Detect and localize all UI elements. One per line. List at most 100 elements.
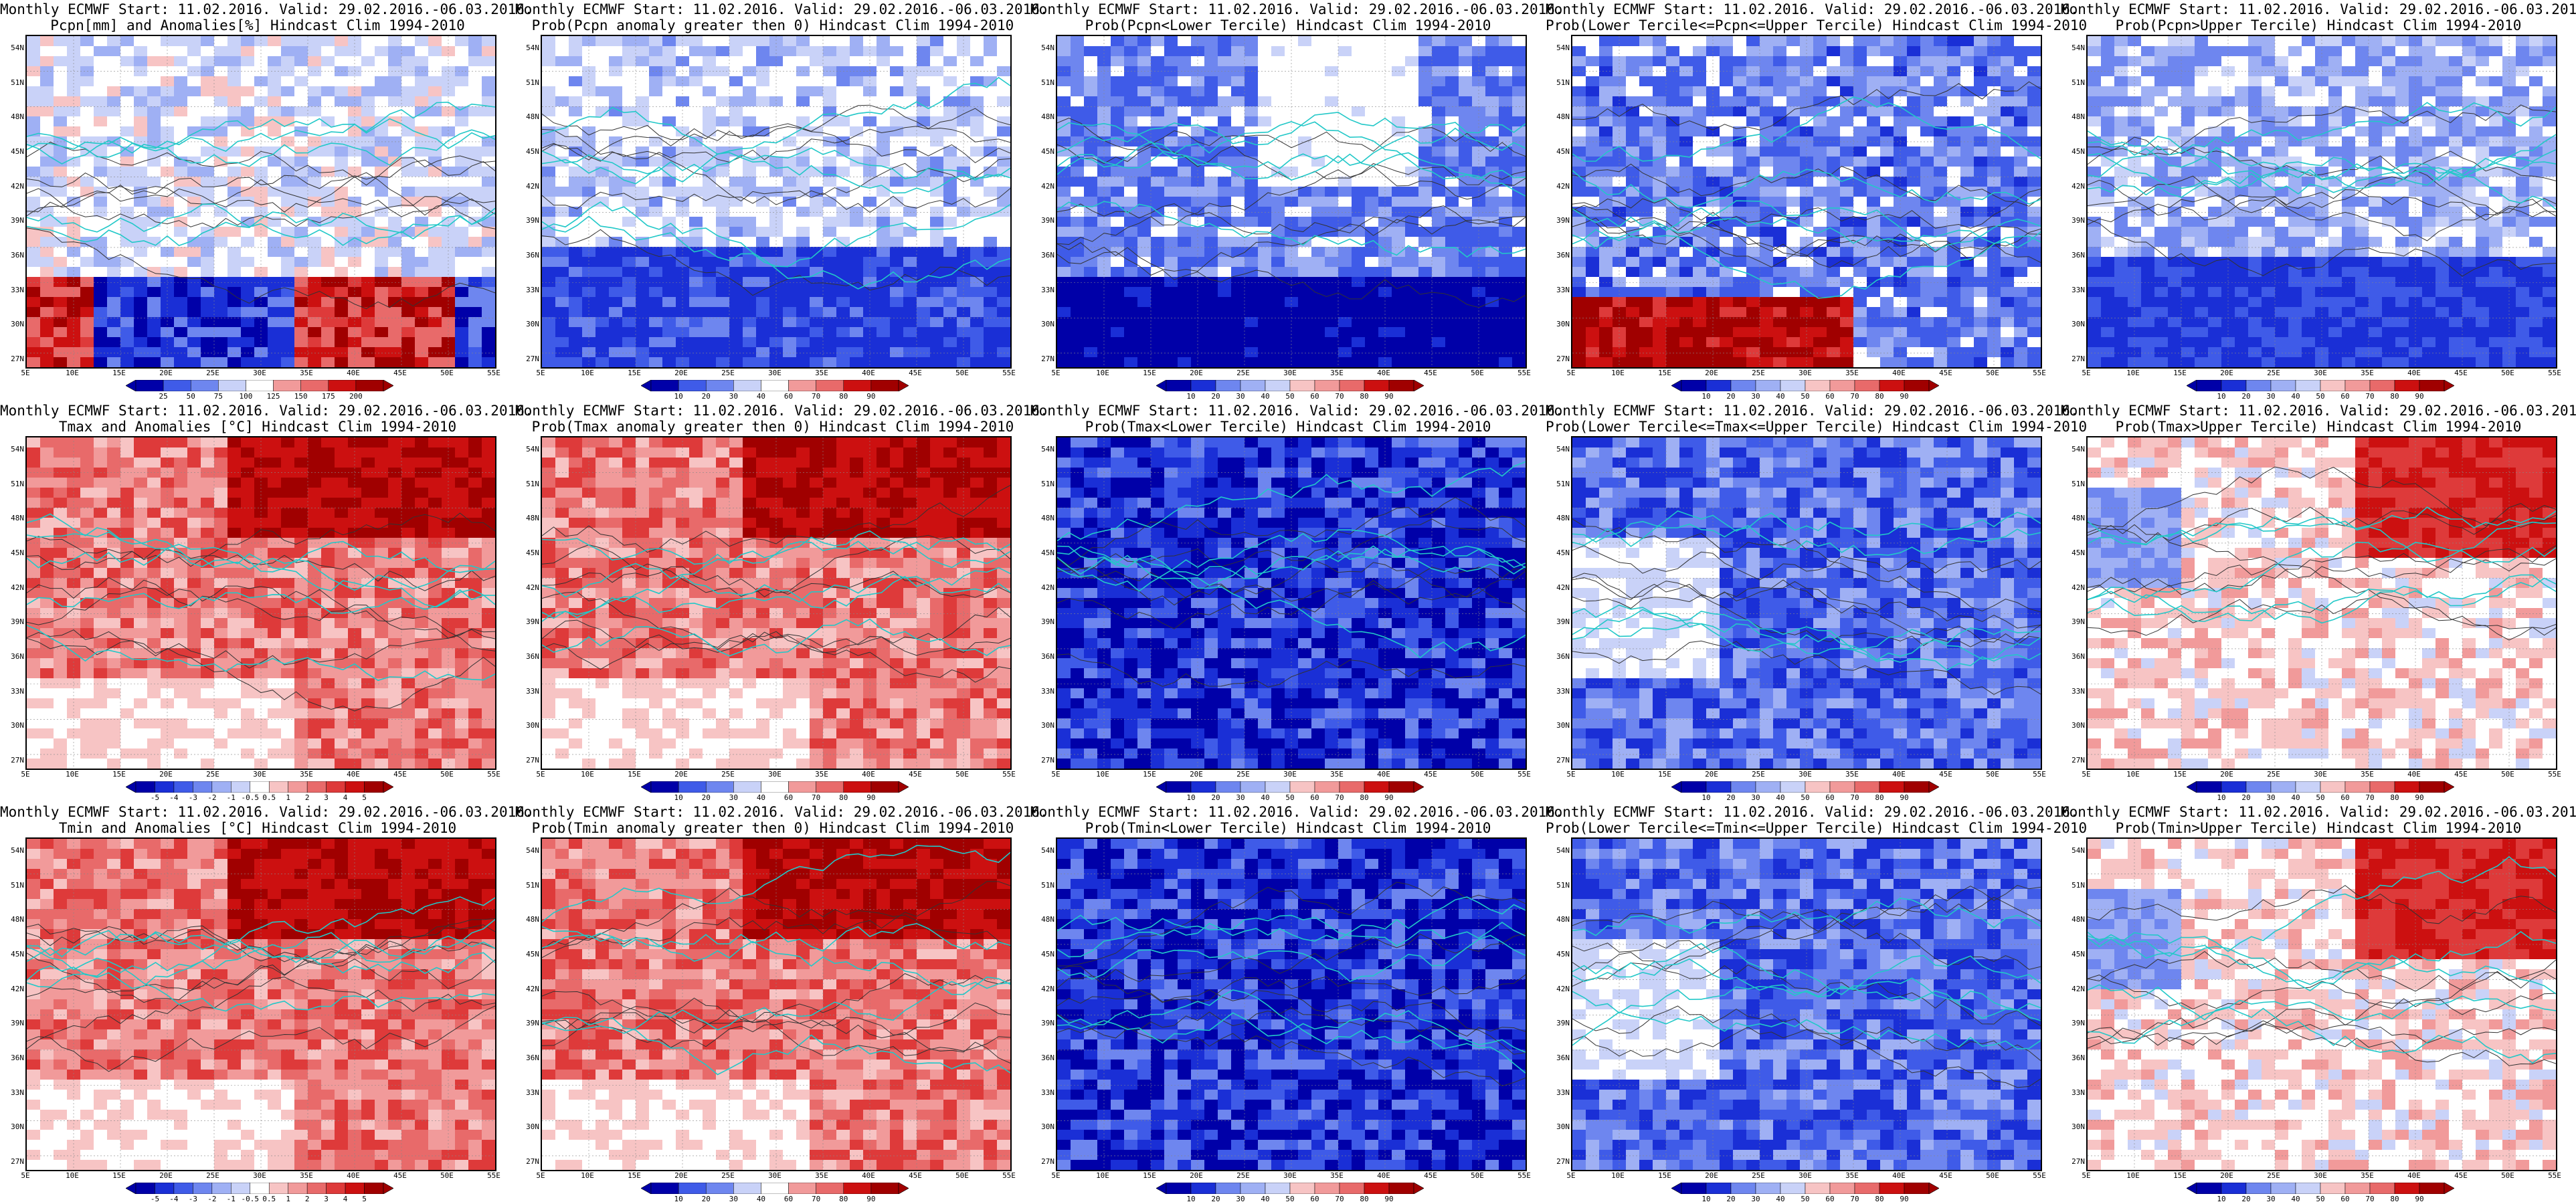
forecast-panel: Monthly ECMWF Start: 11.02.2016. Valid: … bbox=[2061, 803, 2576, 1204]
longitude-label: 5E bbox=[536, 1171, 545, 1180]
colorbar-tick-label: 50 bbox=[1801, 1195, 1810, 1203]
longitude-label: 40E bbox=[1377, 1171, 1390, 1180]
longitude-label: 30E bbox=[1283, 1171, 1297, 1180]
panel-title-line1: Monthly ECMWF Start: 11.02.2016. Valid: … bbox=[2061, 1, 2576, 17]
longitude-label: 45E bbox=[1424, 369, 1437, 377]
latitude-label: 30N bbox=[2072, 320, 2085, 329]
panel-title-line1: Monthly ECMWF Start: 11.02.2016. Valid: … bbox=[515, 804, 1048, 820]
latitude-label: 33N bbox=[526, 686, 539, 696]
colorbar-tick-label: 40 bbox=[2291, 392, 2300, 401]
latitude-label: 33N bbox=[11, 686, 24, 696]
latitude-label: 27N bbox=[526, 756, 539, 765]
latitude-label: 54N bbox=[1556, 445, 1570, 454]
forecast-panel: Monthly ECMWF Start: 11.02.2016. Valid: … bbox=[515, 803, 1048, 1204]
longitude-label: 25E bbox=[206, 770, 219, 779]
colorbar-tick-label: -5 bbox=[150, 1195, 160, 1203]
latitude-label: 45N bbox=[526, 548, 539, 557]
panel-title-line1: Monthly ECMWF Start: 11.02.2016. Valid: … bbox=[2061, 804, 2576, 820]
forecast-map bbox=[541, 35, 1012, 369]
colorbar-tick-label: 10 bbox=[674, 793, 683, 802]
colorbar-tick-label: 30 bbox=[729, 793, 738, 802]
latitude-label: 54N bbox=[526, 445, 539, 454]
latitude-label: 45N bbox=[1556, 147, 1570, 156]
latitude-label: 30N bbox=[1041, 1122, 1054, 1132]
latitude-label: 54N bbox=[1041, 846, 1054, 855]
panel-title: Monthly ECMWF Start: 11.02.2016. Valid: … bbox=[2061, 804, 2576, 836]
colorbar-tick-label: -2 bbox=[207, 793, 217, 802]
colorbar-tick-label: 90 bbox=[866, 1195, 876, 1203]
latitude-label: 45N bbox=[1041, 950, 1054, 959]
latitude-label: 45N bbox=[2072, 548, 2085, 557]
colorbar-tick-label: 80 bbox=[839, 793, 848, 802]
longitude-label: 5E bbox=[1566, 369, 1576, 377]
colorbar bbox=[1671, 1183, 1939, 1194]
latitude-label: 27N bbox=[11, 756, 24, 765]
colorbar-tick-label: 75 bbox=[213, 392, 223, 401]
latitude-label: 33N bbox=[1556, 686, 1570, 696]
colorbar-tick-label: 60 bbox=[2340, 392, 2350, 401]
colorbar-tick-label: 5 bbox=[362, 1195, 367, 1203]
colorbar-tick-label: 70 bbox=[1850, 392, 1859, 401]
longitude-label: 45E bbox=[1939, 369, 1952, 377]
longitude-label: 15E bbox=[1658, 369, 1671, 377]
colorbar-tick-label: 50 bbox=[2316, 793, 2325, 802]
longitude-label: 50E bbox=[440, 770, 454, 779]
longitude-label: 25E bbox=[721, 369, 735, 377]
latitude-label: 45N bbox=[1041, 548, 1054, 557]
latitude-label: 48N bbox=[1041, 514, 1054, 523]
longitude-label: 10E bbox=[2126, 1171, 2140, 1180]
latitude-label: 51N bbox=[11, 880, 24, 890]
longitude-label: 45E bbox=[1424, 1171, 1437, 1180]
colorbar-tick-label: 25 bbox=[159, 392, 168, 401]
longitude-label: 50E bbox=[955, 369, 969, 377]
latitude-label: 42N bbox=[526, 984, 539, 993]
longitude-label: 20E bbox=[159, 770, 173, 779]
colorbar-tick-label: -3 bbox=[188, 793, 197, 802]
longitude-label: 20E bbox=[674, 1171, 688, 1180]
colorbar-tick-label: 50 bbox=[1285, 793, 1295, 802]
longitude-label: 10E bbox=[581, 770, 594, 779]
panel-title-line1: Monthly ECMWF Start: 11.02.2016. Valid: … bbox=[1546, 804, 2079, 820]
colorbar-tick-label: 60 bbox=[1310, 1195, 1319, 1203]
forecast-map bbox=[1056, 837, 1527, 1171]
panel-title-line2: Prob(Pcpn<Lower Tercile) Hindcast Clim 1… bbox=[1085, 17, 1491, 33]
longitude-label: 45E bbox=[909, 369, 922, 377]
longitude-label: 50E bbox=[440, 369, 454, 377]
colorbar-tick-label: 50 bbox=[1285, 392, 1295, 401]
panel-title: Monthly ECMWF Start: 11.02.2016. Valid: … bbox=[515, 804, 1048, 836]
latitude-label: 42N bbox=[1041, 583, 1054, 592]
colorbar-tick-label: 30 bbox=[2266, 1195, 2276, 1203]
colorbar-tick-label: 10 bbox=[1186, 793, 1196, 802]
latitude-label: 51N bbox=[1041, 479, 1054, 488]
longitude-label: 10E bbox=[1096, 1171, 1109, 1180]
longitude-label: 55E bbox=[487, 369, 500, 377]
longitude-label: 5E bbox=[2082, 369, 2091, 377]
longitude-label: 25E bbox=[206, 369, 219, 377]
colorbar-tick-label: 70 bbox=[812, 1195, 821, 1203]
panel-title-line1: Monthly ECMWF Start: 11.02.2016. Valid: … bbox=[2061, 403, 2576, 419]
longitude-label: 25E bbox=[1752, 369, 1765, 377]
latitude-label: 48N bbox=[2072, 514, 2085, 523]
colorbar-tick-label: 60 bbox=[2340, 793, 2350, 802]
latitude-label: 39N bbox=[1556, 617, 1570, 627]
colorbar-tick-label: 30 bbox=[2266, 392, 2276, 401]
latitude-label: 54N bbox=[526, 43, 539, 52]
colorbar-tick-label: 20 bbox=[1211, 793, 1220, 802]
colorbar-tick-label: 30 bbox=[2266, 793, 2276, 802]
latitude-label: 45N bbox=[1556, 950, 1570, 959]
longitude-label: 45E bbox=[2454, 369, 2468, 377]
longitude-label: 10E bbox=[1096, 770, 1109, 779]
longitude-label: 40E bbox=[347, 1171, 360, 1180]
colorbar-tick-label: 60 bbox=[2340, 1195, 2350, 1203]
latitude-label: 33N bbox=[1041, 686, 1054, 696]
colorbar-tick-label: 70 bbox=[1850, 1195, 1859, 1203]
latitude-label: 36N bbox=[2072, 1054, 2085, 1062]
colorbar bbox=[2187, 380, 2454, 391]
longitude-label: 50E bbox=[2501, 770, 2514, 779]
latitude-label: 30N bbox=[526, 1122, 539, 1132]
colorbar-tick-label: 10 bbox=[2217, 392, 2226, 401]
panel-title-line2: Prob(Tmax<Lower Tercile) Hindcast Clim 1… bbox=[1085, 419, 1491, 435]
longitude-label: 25E bbox=[1236, 770, 1250, 779]
colorbar-tick-label: 30 bbox=[1751, 793, 1760, 802]
colorbar-tick-label: 60 bbox=[784, 793, 794, 802]
